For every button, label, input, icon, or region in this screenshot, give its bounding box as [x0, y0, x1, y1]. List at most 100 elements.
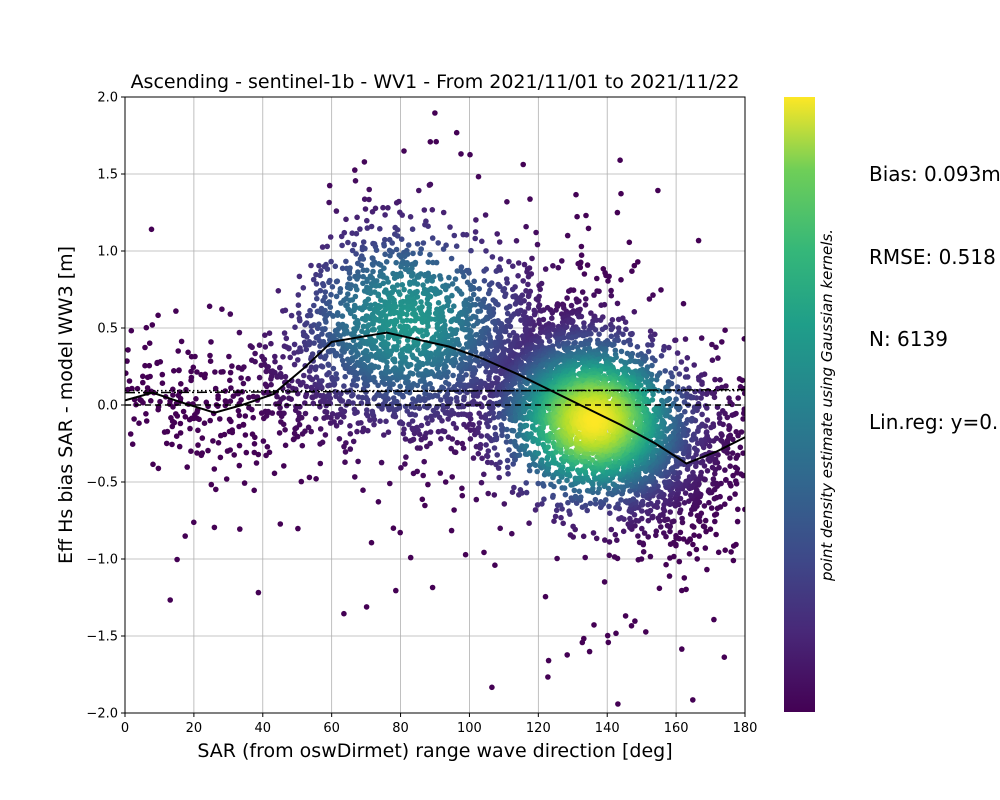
scatter-point	[690, 541, 696, 548]
scatter-point	[690, 697, 696, 703]
scatter-point	[316, 262, 322, 269]
scatter-point	[533, 229, 539, 236]
scatter-point	[277, 370, 284, 377]
scatter-point	[681, 500, 688, 506]
scatter-point	[703, 528, 709, 535]
scatter-point	[449, 407, 455, 414]
scatter-point	[709, 357, 716, 364]
scatter-point	[459, 485, 465, 492]
scatter-point	[268, 340, 274, 347]
scatter-point	[615, 316, 622, 323]
scatter-point	[398, 236, 405, 242]
scatter-point	[620, 528, 627, 535]
scatter-point	[184, 464, 190, 470]
scatter-point	[291, 430, 298, 437]
scatter-point	[245, 375, 251, 382]
scatter-point	[492, 327, 499, 333]
scatter-point	[322, 432, 329, 438]
scatter-point	[562, 491, 569, 498]
scatter-point	[360, 487, 366, 494]
scatter-point	[599, 326, 606, 333]
scatter-point	[722, 547, 728, 553]
scatter-point	[694, 440, 701, 447]
scatter-point	[381, 432, 387, 438]
scatter-point	[650, 292, 656, 298]
scatter-point	[425, 223, 431, 229]
scatter-point	[481, 471, 487, 478]
scatter-point	[523, 422, 530, 429]
scatter-point	[700, 523, 707, 529]
scatter-point	[575, 467, 581, 474]
scatter-point	[343, 216, 349, 223]
scatter-point	[421, 207, 428, 213]
scatter-point	[403, 454, 409, 460]
scatter-point	[689, 523, 696, 529]
scatter-point	[339, 313, 346, 319]
scatter-point	[472, 356, 479, 363]
scatter-point	[576, 488, 583, 495]
scatter-point	[735, 506, 741, 513]
scatter-point	[582, 463, 589, 469]
scatter-point	[449, 474, 456, 480]
scatter-point	[591, 622, 597, 628]
scatter-point	[642, 379, 649, 385]
scatter-point	[639, 515, 645, 522]
scatter-point	[535, 450, 542, 457]
scatter-point	[345, 291, 351, 297]
scatter-point	[438, 397, 444, 403]
scatter-point	[489, 254, 496, 260]
scatter-point	[280, 421, 287, 428]
scatter-point	[395, 339, 402, 345]
scatter-point	[253, 460, 260, 466]
scatter-point	[367, 290, 374, 297]
scatter-point	[641, 530, 648, 536]
scatter-point	[477, 301, 483, 308]
scatter-point	[236, 442, 243, 449]
scatter-point	[520, 161, 526, 168]
scatter-point	[448, 326, 454, 333]
scatter-point	[330, 365, 337, 372]
scatter-point	[618, 277, 624, 283]
scatter-point	[174, 556, 180, 563]
scatter-point	[341, 383, 347, 389]
scatter-point	[557, 502, 564, 509]
scatter-point	[182, 533, 188, 539]
scatter-point	[238, 397, 244, 403]
scatter-point	[319, 364, 326, 370]
scatter-point	[448, 445, 455, 452]
scatter-point	[440, 209, 447, 216]
scatter-point	[686, 498, 692, 505]
scatter-point	[683, 420, 689, 427]
scatter-point	[560, 520, 566, 527]
scatter-point	[371, 326, 378, 333]
scatter-point	[727, 463, 733, 470]
scatter-point	[570, 523, 576, 530]
scatter-point	[459, 440, 466, 447]
scatter-point	[701, 503, 708, 509]
scatter-point	[510, 461, 516, 467]
scatter-point	[266, 449, 273, 456]
scatter-point	[447, 358, 454, 365]
scatter-point	[142, 362, 148, 369]
scatter-point	[563, 453, 569, 460]
scatter-point	[147, 373, 153, 380]
scatter-point	[460, 231, 467, 238]
scatter-point	[443, 379, 449, 386]
scatter-point	[650, 391, 656, 398]
scatter-point	[408, 273, 415, 279]
scatter-point	[329, 411, 336, 417]
scatter-point	[536, 320, 542, 327]
scatter-point	[681, 399, 688, 405]
scatter-point	[463, 341, 470, 347]
scatter-point	[438, 436, 444, 442]
scatter-point	[170, 392, 176, 398]
scatter-point	[300, 379, 306, 386]
scatter-point	[454, 268, 461, 274]
scatter-point	[564, 477, 570, 484]
scatter-point	[404, 337, 411, 344]
scatter-point	[364, 217, 370, 224]
scatter-point	[140, 399, 146, 406]
scatter-point	[327, 304, 334, 311]
scatter-point	[177, 395, 184, 402]
scatter-point	[191, 519, 197, 526]
